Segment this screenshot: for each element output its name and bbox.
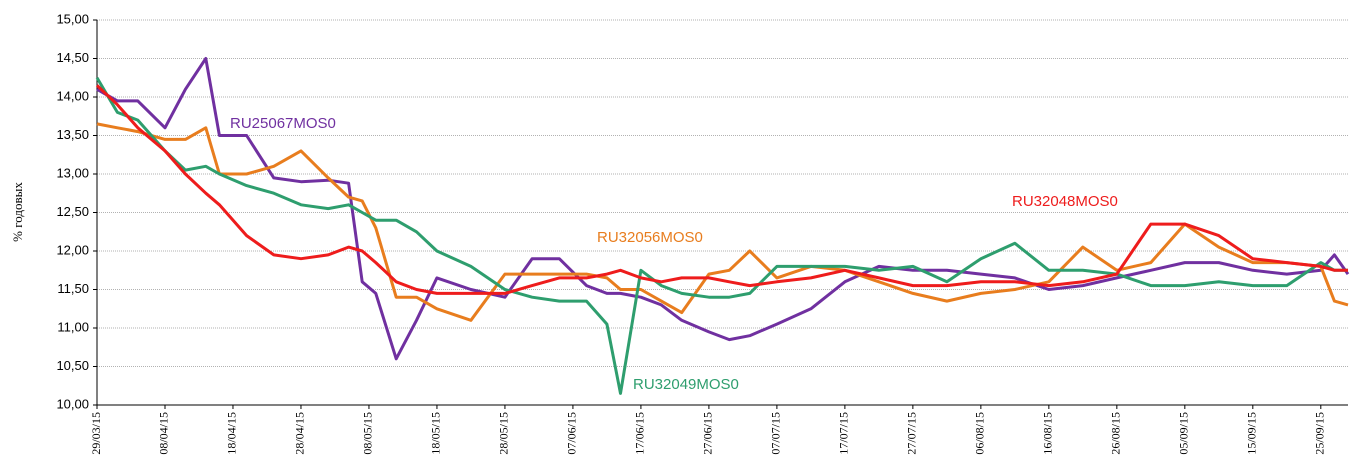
y-tick-label: 11,00 bbox=[57, 319, 89, 334]
x-tick-label: 07/06/15 bbox=[565, 412, 579, 455]
y-tick-label: 12,00 bbox=[56, 242, 89, 257]
y-tick-label: 10,50 bbox=[56, 358, 89, 373]
series-label: RU32048MOS0 bbox=[1012, 193, 1118, 210]
x-tick-label: 25/09/15 bbox=[1313, 412, 1327, 455]
x-tick-label: 26/08/15 bbox=[1109, 412, 1123, 455]
x-tick-label: 17/06/15 bbox=[633, 412, 647, 455]
x-tick-label: 15/09/15 bbox=[1245, 412, 1259, 455]
x-tick-label: 27/06/15 bbox=[701, 412, 715, 455]
x-tick-label: 28/05/15 bbox=[497, 412, 511, 455]
x-tick-label: 05/09/15 bbox=[1177, 412, 1191, 455]
x-tick-label: 28/04/15 bbox=[293, 412, 307, 455]
series-label: RU32056MOS0 bbox=[597, 229, 703, 246]
x-tick-label: 18/05/15 bbox=[429, 412, 443, 455]
x-tick-label: 16/08/15 bbox=[1041, 412, 1055, 455]
y-tick-label: 13,50 bbox=[56, 127, 89, 142]
x-tick-label: 17/07/15 bbox=[837, 412, 851, 455]
series-line bbox=[95, 84, 1348, 295]
y-tick-label: 12,50 bbox=[56, 204, 89, 219]
y-tick-label: 15,00 bbox=[56, 11, 89, 26]
y-axis-label: % годовых bbox=[10, 182, 25, 242]
y-tick-label: 14,00 bbox=[56, 88, 89, 103]
x-tick-label: 06/08/15 bbox=[973, 412, 987, 455]
x-tick-label: 08/04/15 bbox=[157, 412, 171, 455]
y-tick-label: 11,50 bbox=[57, 281, 89, 296]
series-label: RU32049MOS0 bbox=[633, 376, 739, 393]
y-tick-label: 14,50 bbox=[56, 50, 89, 65]
series-line bbox=[96, 57, 1350, 361]
y-tick-label: 13,00 bbox=[56, 165, 89, 180]
y-tick-label: 10,00 bbox=[56, 396, 89, 411]
x-tick-label: 07/07/15 bbox=[769, 412, 783, 455]
x-tick-label: 18/04/15 bbox=[225, 412, 239, 455]
x-tick-label: 29/03/15 bbox=[89, 412, 103, 455]
x-tick-label: 27/07/15 bbox=[905, 412, 919, 455]
x-tick-label: 08/05/15 bbox=[361, 412, 375, 455]
series-label: RU25067MOS0 bbox=[230, 115, 336, 132]
series-line bbox=[96, 122, 1349, 322]
